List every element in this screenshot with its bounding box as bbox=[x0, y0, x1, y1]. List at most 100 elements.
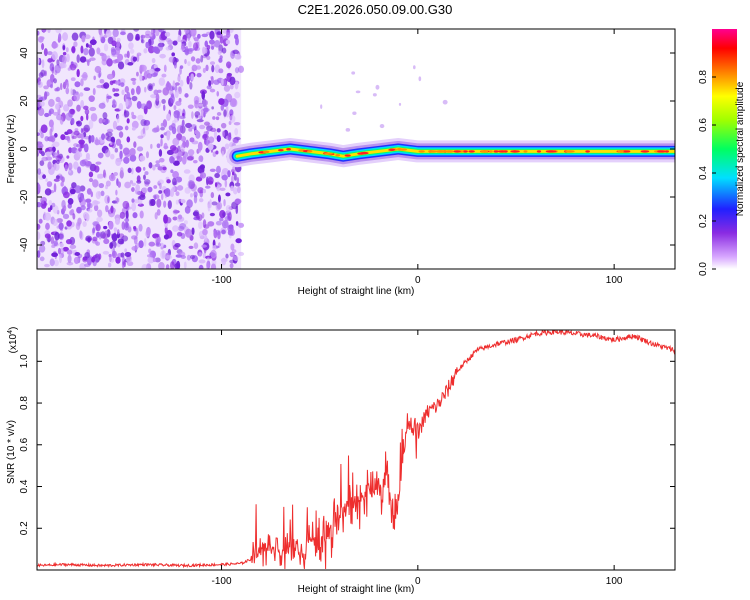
noise-blob bbox=[143, 237, 147, 247]
noise-blob bbox=[59, 175, 63, 181]
stray-blob bbox=[418, 76, 422, 82]
noise-blob bbox=[43, 201, 47, 205]
noise-blob bbox=[113, 93, 120, 97]
noise-blob bbox=[66, 81, 69, 89]
noise-blob bbox=[216, 128, 221, 133]
noise-blob bbox=[183, 220, 188, 225]
noise-blob bbox=[62, 246, 69, 252]
noise-blob bbox=[133, 141, 137, 148]
noise-blob bbox=[111, 233, 118, 242]
noise-blob bbox=[223, 199, 226, 207]
noise-blob bbox=[165, 82, 172, 91]
noise-blob bbox=[87, 236, 91, 243]
noise-blob bbox=[131, 95, 138, 102]
noise-blob bbox=[159, 33, 166, 41]
noise-blob bbox=[84, 108, 90, 115]
noise-blob bbox=[53, 183, 57, 193]
noise-blob bbox=[58, 222, 64, 230]
noise-blob bbox=[213, 79, 220, 85]
y-tick-label: 0.4 bbox=[19, 479, 30, 493]
noise-blob bbox=[218, 98, 225, 105]
noise-blob bbox=[198, 259, 206, 264]
noise-blob bbox=[74, 252, 81, 257]
colorbar-tick-label: 0.0 bbox=[698, 262, 709, 276]
noise-blob bbox=[158, 149, 163, 157]
noise-blob bbox=[47, 58, 53, 63]
noise-blob bbox=[62, 205, 67, 212]
noise-blob bbox=[231, 171, 235, 176]
noise-blob bbox=[102, 169, 106, 178]
noise-blob bbox=[117, 53, 124, 62]
noise-blob bbox=[208, 136, 215, 144]
noise-blob bbox=[40, 132, 44, 139]
noise-blob bbox=[230, 185, 235, 192]
noise-blob bbox=[180, 135, 187, 142]
noise-blob bbox=[221, 167, 229, 176]
noise-blob bbox=[113, 171, 118, 176]
noise-blob bbox=[157, 179, 164, 185]
noise-blob bbox=[189, 254, 195, 260]
noise-blob bbox=[155, 242, 162, 247]
noise-blob bbox=[187, 104, 194, 109]
noise-blob bbox=[104, 230, 108, 235]
noise-blob bbox=[49, 128, 53, 138]
noise-blob bbox=[55, 155, 62, 162]
noise-blob bbox=[43, 85, 49, 90]
noise-blob bbox=[44, 233, 51, 239]
stray-blob bbox=[351, 71, 356, 75]
noise-blob bbox=[205, 185, 211, 189]
noise-blob bbox=[102, 112, 108, 120]
noise-blob bbox=[217, 50, 222, 55]
noise-blob bbox=[158, 29, 163, 33]
noise-blob bbox=[189, 137, 195, 143]
noise-blob bbox=[56, 218, 63, 223]
noise-blob bbox=[163, 64, 167, 73]
noise-blob bbox=[67, 67, 71, 71]
noise-blob bbox=[144, 171, 149, 176]
noise-blob bbox=[99, 118, 106, 123]
noise-blob bbox=[106, 95, 112, 100]
noise-blob bbox=[60, 181, 64, 187]
noise-blob bbox=[53, 151, 58, 157]
noise-blob bbox=[217, 194, 221, 203]
noise-blob bbox=[133, 226, 137, 230]
noise-blob bbox=[235, 238, 242, 244]
noise-blob bbox=[229, 251, 236, 258]
noise-blob bbox=[62, 213, 70, 220]
signal-peak bbox=[428, 150, 438, 153]
noise-blob bbox=[229, 114, 236, 123]
noise-blob bbox=[224, 179, 228, 188]
signal-peak bbox=[388, 148, 396, 151]
noise-blob bbox=[185, 228, 193, 238]
y-tick-label: 0.6 bbox=[19, 437, 30, 451]
noise-blob bbox=[230, 97, 237, 106]
noise-blob bbox=[66, 53, 70, 63]
noise-blob bbox=[154, 195, 157, 200]
noise-blob bbox=[235, 205, 239, 215]
noise-blob bbox=[51, 252, 59, 258]
noise-blob bbox=[161, 99, 166, 104]
noise-blob bbox=[170, 169, 174, 174]
noise-blob bbox=[76, 206, 82, 214]
noise-blob bbox=[37, 250, 41, 258]
noise-blob bbox=[129, 48, 135, 54]
noise-blob bbox=[202, 107, 210, 112]
noise-blob bbox=[44, 91, 50, 97]
noise-blob bbox=[210, 249, 217, 259]
noise-blob bbox=[133, 29, 140, 32]
noise-blob bbox=[43, 48, 48, 57]
noise-blob bbox=[83, 48, 89, 56]
noise-blob bbox=[105, 131, 113, 138]
noise-blob bbox=[94, 165, 100, 173]
noise-blob bbox=[55, 175, 61, 180]
snr-x-axis-label: Height of straight line (km) bbox=[298, 584, 415, 595]
noise-blob bbox=[135, 242, 140, 249]
noise-blob bbox=[47, 29, 51, 34]
noise-blob bbox=[105, 29, 112, 38]
noise-blob bbox=[51, 51, 58, 61]
signal-peak bbox=[418, 150, 425, 153]
noise-blob bbox=[158, 190, 163, 194]
noise-blob bbox=[165, 216, 172, 224]
noise-blob bbox=[185, 139, 189, 148]
noise-blob bbox=[101, 133, 106, 140]
